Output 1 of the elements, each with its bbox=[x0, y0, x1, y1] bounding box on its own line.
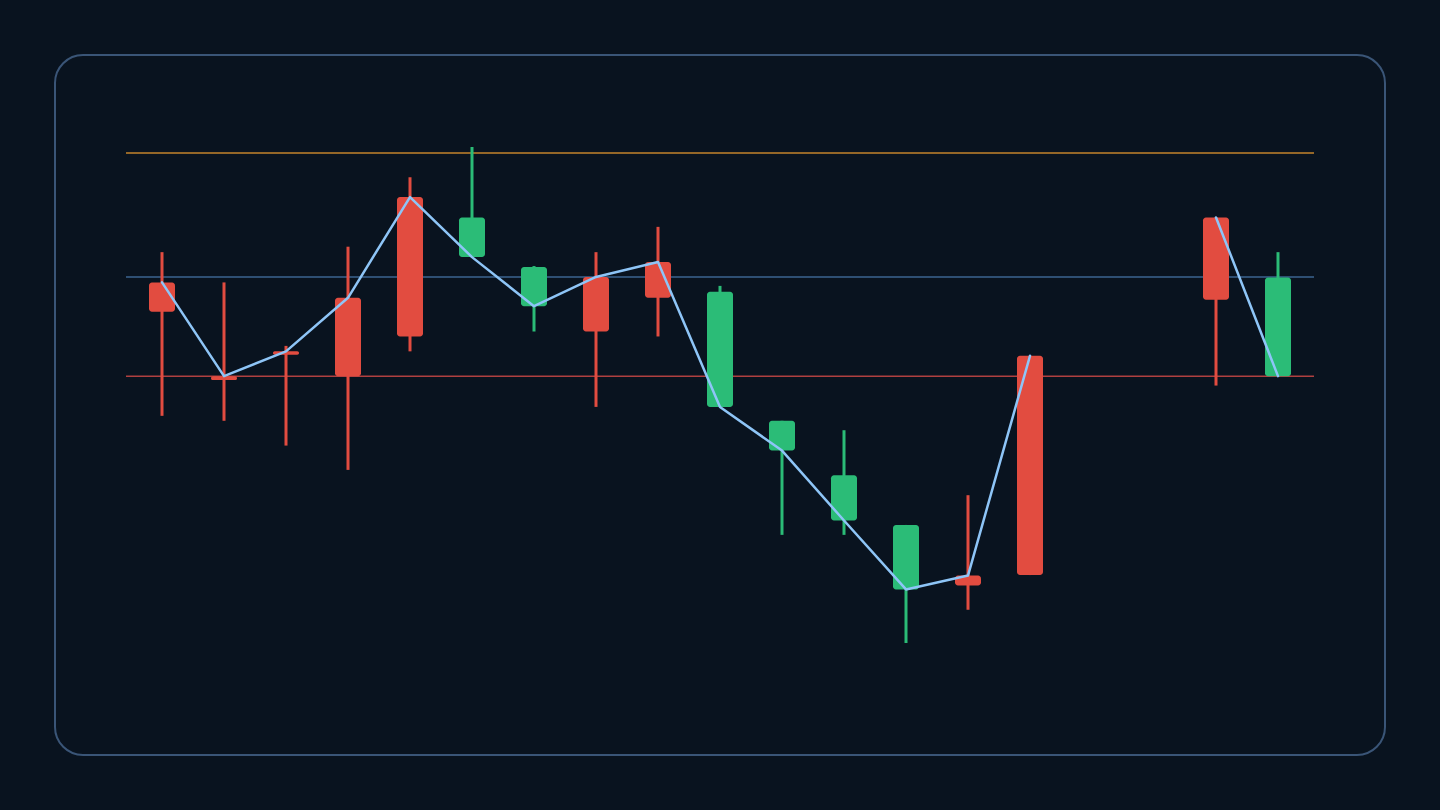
candlestick bbox=[211, 282, 237, 421]
